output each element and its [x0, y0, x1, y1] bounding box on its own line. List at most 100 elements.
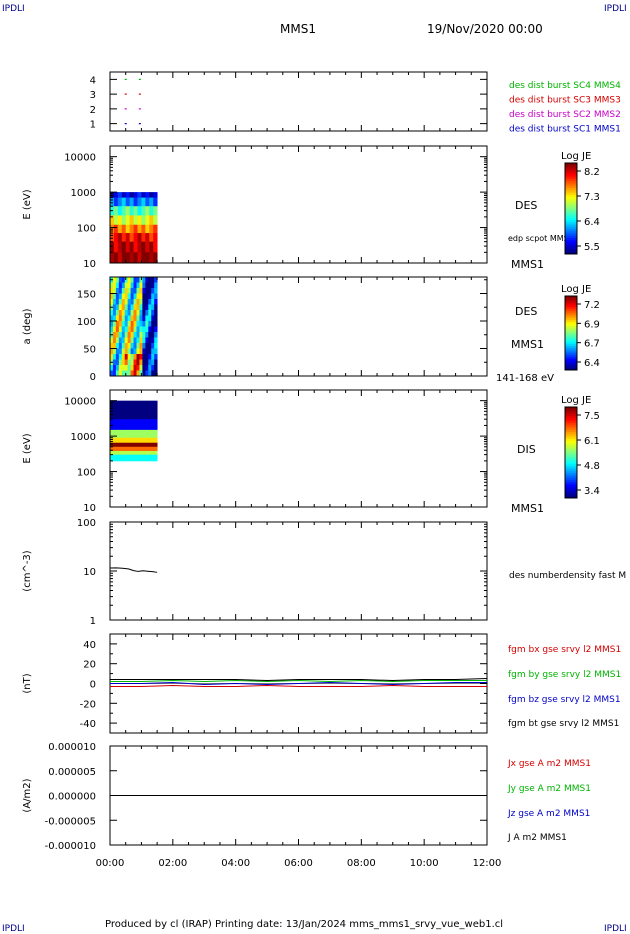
pitch-angle-colorbar-cell	[565, 301, 577, 304]
dis-energy-cell	[141, 451, 146, 456]
corner-label-left: IPDLI	[2, 4, 25, 14]
pitch-angle-cell	[151, 332, 155, 338]
dis-energy-cell	[149, 454, 154, 462]
pitch-angle-cell	[118, 299, 123, 305]
pitch-angle-cell	[115, 348, 120, 355]
pitch-angle-cell	[124, 337, 129, 344]
pitch-angle-cell	[139, 343, 143, 349]
pitch-angle-cell	[148, 282, 152, 289]
pitch-angle-colorbar-cell	[565, 308, 577, 312]
pitch-angle-cell	[110, 293, 114, 300]
current-panel-ytick-label: 0.000000	[48, 792, 96, 803]
pitch-angle-cell	[133, 365, 137, 371]
dis-energy-cell	[121, 451, 127, 456]
des-energy-cell	[137, 197, 142, 207]
pitch-angle-cell	[154, 365, 158, 371]
pitch-angle-cell	[121, 310, 126, 316]
dis-energy-cell	[145, 400, 150, 420]
pitch-angle-cell	[127, 332, 132, 338]
current-legend-label: J A m2 MMS1	[507, 833, 567, 843]
des-energy-cell	[129, 206, 134, 216]
pitch-angle-cell	[142, 310, 146, 316]
dis-energy-colorbar-cell	[565, 452, 577, 456]
pitch-angle-cell	[127, 277, 132, 283]
dis-energy-panel-ytick-label: 1000	[71, 432, 96, 443]
dis-energy-cell	[137, 446, 142, 452]
des-energy-cell	[137, 241, 142, 253]
pitch-angle-colorbar-cell	[565, 329, 577, 332]
des-energy-cell	[133, 233, 138, 243]
pitch-angle-cell	[115, 299, 120, 305]
dis-energy-colorbar-cell	[565, 457, 577, 460]
des-energy-ylabel: E (eV)	[22, 189, 33, 219]
des-energy-colorbar-cell	[565, 215, 577, 219]
des-energy-side-label: DES	[515, 199, 537, 212]
pitch-angle-cell	[139, 332, 143, 338]
pitch-angle-cell	[115, 282, 120, 289]
pitch-angle-cell	[118, 282, 123, 289]
pitch-angle-cell	[115, 321, 120, 327]
pitch-angle-cell	[136, 365, 140, 371]
pitch-angle-cell	[145, 343, 149, 349]
des-energy-colorbar-label: 7.3	[584, 192, 600, 203]
dis-energy-cell	[149, 419, 154, 431]
pitch-angle-cell	[154, 359, 158, 366]
pitch-angle-cell	[130, 370, 134, 377]
pitch-angle-cell	[151, 277, 155, 283]
density-line	[109, 567, 158, 573]
dis-energy-panel-frame	[109, 389, 488, 508]
dis-energy-colorbar-title: Log JE	[561, 395, 591, 406]
des-energy-cell	[149, 224, 154, 234]
pitch-angle-cell	[118, 288, 123, 294]
pitch-angle-cell	[145, 299, 149, 305]
des-energy-cell	[153, 206, 158, 216]
pitch-angle-cell	[145, 365, 149, 371]
pitch-angle-cell	[121, 337, 126, 344]
pitch-angle-colorbar-cell	[565, 314, 577, 317]
dis-energy-cell	[145, 419, 150, 431]
dis-energy-cell	[117, 442, 123, 448]
pitch-angle-colorbar-cell	[565, 327, 577, 330]
pitch-angle-colorbar-cell	[565, 360, 577, 364]
dis-energy-cell	[117, 454, 123, 462]
dis-energy-cell	[113, 400, 119, 420]
footer-text: Produced by cl (IRAP) Printing date: 13/…	[105, 919, 504, 930]
dis-energy-cell	[110, 400, 115, 420]
des-energy-cell	[145, 224, 150, 234]
pitch-angle-cell	[121, 365, 126, 371]
bfield-legend-label: fgm by gse srvy l2 MMS1	[508, 670, 621, 680]
des-energy-cell	[153, 192, 158, 199]
pitch-angle-cell	[127, 359, 132, 366]
pitch-angle-cell	[112, 277, 117, 283]
pitch-angle-cell	[133, 310, 137, 316]
des-energy-cell	[125, 224, 131, 234]
pitch-angle-cell	[124, 348, 129, 355]
pitch-angle-cell	[145, 354, 149, 360]
bfield-panel-ytick-label: -20	[80, 699, 96, 710]
des-energy-cell	[125, 241, 131, 253]
des-energy-colorbar-cell	[565, 188, 577, 191]
bfield-line	[110, 680, 487, 683]
pitch-angle-cell	[145, 315, 149, 322]
des-energy-panel-ytick-label: 10000	[64, 153, 96, 164]
time-axis-label: 06:00	[284, 858, 313, 869]
pitch-angle-cell	[115, 288, 120, 294]
des-energy-cell	[121, 224, 127, 234]
pitch-angle-cell	[142, 304, 146, 311]
des-energy-colorbar-cell	[565, 222, 577, 225]
des-energy-colorbar-cell	[565, 249, 577, 253]
dis-energy-cell	[129, 446, 134, 452]
pitch-angle-colorbar-cell	[565, 334, 577, 338]
pitch-angle-cell	[130, 337, 134, 344]
des-energy-colorbar-cell	[565, 213, 577, 216]
dis-energy-colorbar-frame	[564, 406, 578, 499]
dis-energy-cell	[141, 437, 146, 444]
des-energy-cell	[110, 233, 115, 243]
des-energy-cell	[141, 197, 146, 207]
dis-energy-cell	[137, 400, 142, 420]
des-energy-colorbar-cell	[565, 228, 577, 232]
pitch-angle-cell	[145, 293, 149, 300]
des-energy-cell	[121, 233, 127, 243]
bfield-legend-label: fgm bx gse srvy l2 MMS1	[508, 645, 621, 655]
pitch-angle-cell	[142, 299, 146, 305]
